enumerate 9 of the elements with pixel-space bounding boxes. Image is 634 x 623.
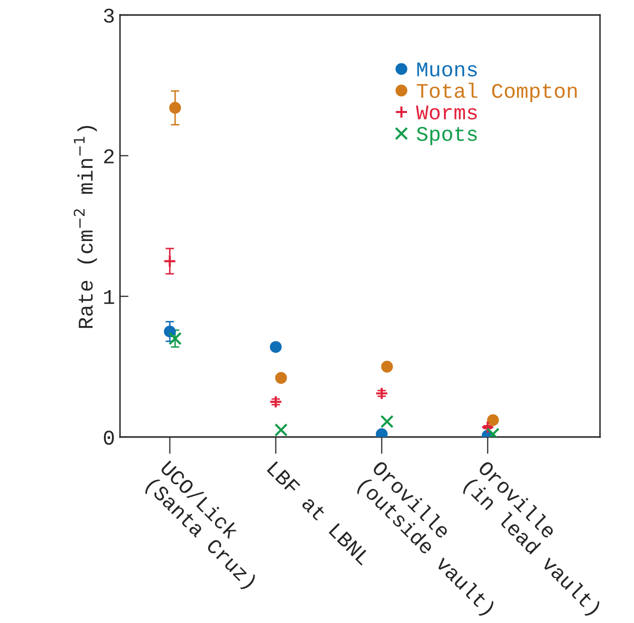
y-tick-label: 3 (104, 8, 114, 23)
legend-label: Spots (416, 126, 477, 146)
y-tick-label: 2 (104, 149, 114, 164)
y-tick-label: 1 (104, 290, 114, 304)
y-tick-label: 0 (104, 430, 114, 445)
legend-label: Muons (417, 62, 477, 77)
y-axis-title: Rate (cm$^{−2}$ min$^{−1}$) (74, 126, 97, 328)
legend-label: Total Compton (416, 82, 577, 102)
legend-label: Worms (416, 106, 477, 120)
